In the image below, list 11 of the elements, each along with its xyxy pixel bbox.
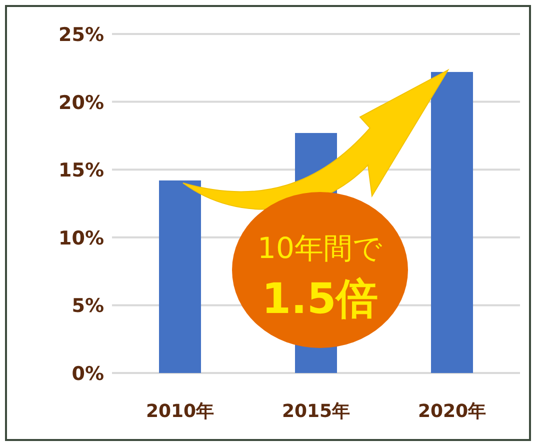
y-tick-label: 25% <box>58 24 104 46</box>
x-tick-label: 2010年 <box>146 401 214 422</box>
y-tick-label: 15% <box>58 160 104 182</box>
y-tick-label: 0% <box>72 363 104 385</box>
y-tick-label: 20% <box>58 92 104 114</box>
y-tick-label: 5% <box>72 295 104 318</box>
x-tick-label: 2020年 <box>418 401 486 422</box>
annotation: 10年間で <box>258 231 382 265</box>
x-tick-label: 2015年 <box>282 401 350 422</box>
y-tick-label: 10% <box>58 227 104 250</box>
annotation: 1.5倍 <box>262 274 378 323</box>
